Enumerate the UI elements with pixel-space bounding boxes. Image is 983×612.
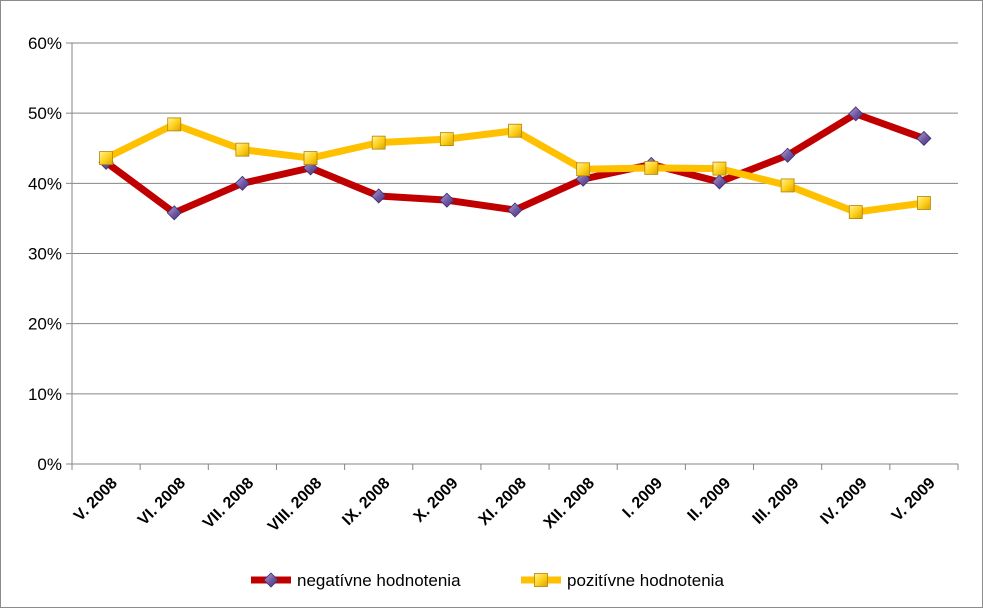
data-point — [917, 196, 931, 210]
x-tick-label: V. 2009 — [889, 475, 939, 525]
x-tick-label: XI. 2008 — [476, 475, 530, 529]
y-tick-labels: 0% 10% 20% 30% 40% 50% 60% — [28, 34, 62, 474]
data-point — [166, 205, 182, 221]
x-tick-label: X. 2009 — [411, 475, 462, 526]
data-point — [167, 117, 182, 132]
data-point — [439, 132, 454, 147]
data-point — [439, 192, 455, 208]
legend: negatívne hodnotenia pozitívne hodnotenia — [251, 571, 724, 590]
x-tick-labels: V. 2008 VI. 2008 VII. 2008 VIII. 2008 IX. 20… — [71, 475, 939, 536]
legend-marker — [534, 573, 548, 587]
data-point — [848, 205, 863, 220]
x-tick-label: XII. 2008 — [541, 475, 598, 532]
x-tick-label: VIII. 2008 — [265, 475, 326, 536]
legend-label: pozitívne hodnotenia — [567, 571, 724, 590]
data-point — [712, 161, 727, 176]
data-point — [507, 202, 523, 218]
legend-label: negatívne hodnotenia — [297, 571, 461, 590]
legend-item: negatívne hodnotenia — [251, 571, 461, 590]
series-positive — [99, 117, 931, 220]
y-tick-label: 40% — [28, 174, 62, 193]
data-point — [99, 151, 113, 165]
data-point — [644, 160, 659, 175]
data-point — [780, 147, 796, 163]
x-tick-label: II. 2009 — [685, 475, 735, 525]
data-point — [371, 135, 386, 150]
data-point — [916, 130, 932, 146]
x-tick-label: IV. 2009 — [817, 475, 870, 528]
data-point — [234, 175, 250, 191]
data-point — [576, 162, 591, 177]
x-tick-label: V. 2008 — [71, 475, 121, 525]
data-point — [371, 188, 387, 204]
y-tick-label: 10% — [28, 385, 62, 404]
y-tick-label: 0% — [37, 455, 62, 474]
y-tick-label: 50% — [28, 104, 62, 123]
x-tick-label: I. 2009 — [620, 475, 667, 522]
x-tick-label: VI. 2008 — [135, 475, 189, 529]
y-tick-label: 60% — [28, 34, 62, 53]
series — [98, 106, 932, 221]
legend-item: pozitívne hodnotenia — [521, 571, 724, 590]
data-point — [780, 178, 795, 193]
data-point — [848, 106, 864, 122]
data-point — [711, 174, 728, 190]
x-tick-label: VII. 2008 — [200, 475, 257, 532]
data-point — [508, 123, 522, 138]
grid-lines — [72, 42, 958, 395]
axes — [66, 42, 959, 470]
data-point — [303, 151, 318, 165]
legend-marker — [263, 572, 279, 588]
x-tick-label: IX. 2008 — [339, 475, 393, 529]
data-point — [235, 142, 250, 157]
y-tick-label: 30% — [28, 245, 62, 264]
x-tick-label: III. 2009 — [750, 475, 803, 528]
y-tick-label: 20% — [28, 315, 62, 334]
